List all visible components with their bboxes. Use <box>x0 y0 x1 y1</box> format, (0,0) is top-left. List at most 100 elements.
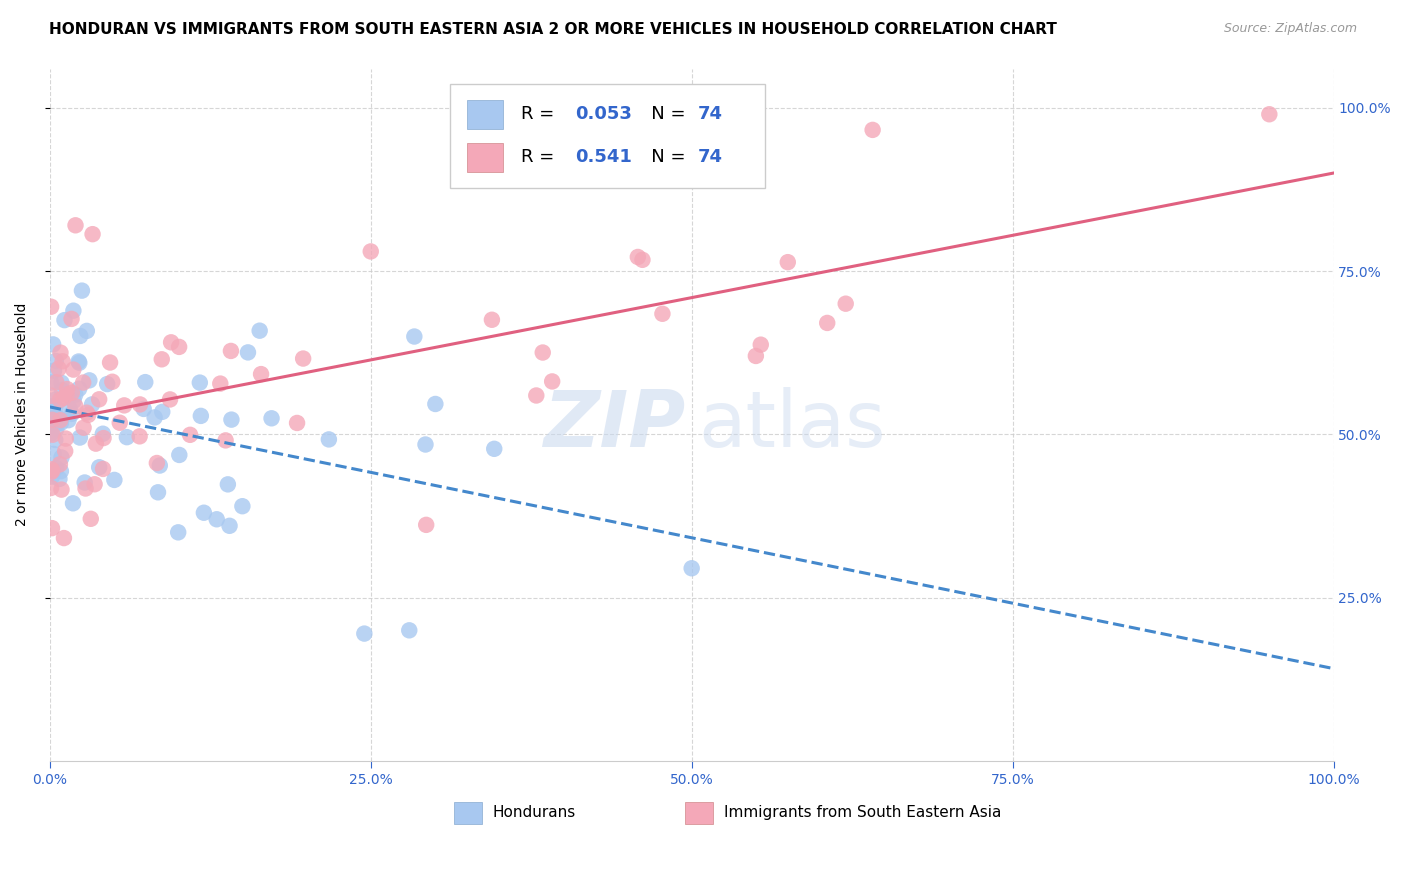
Text: HONDURAN VS IMMIGRANTS FROM SOUTH EASTERN ASIA 2 OR MORE VEHICLES IN HOUSEHOLD C: HONDURAN VS IMMIGRANTS FROM SOUTH EASTER… <box>49 22 1057 37</box>
Point <box>79 373 101 387</box>
Text: N =: N = <box>634 148 692 166</box>
Point <box>524 388 547 402</box>
Point <box>651 307 673 321</box>
FancyBboxPatch shape <box>467 100 503 128</box>
Point <box>209 376 232 391</box>
Point <box>101 375 124 389</box>
Point <box>67 354 90 368</box>
Text: Immigrants from South Eastern Asia: Immigrants from South Eastern Asia <box>724 805 1001 821</box>
Point <box>214 434 236 448</box>
Point <box>103 473 125 487</box>
Point <box>250 367 273 381</box>
Point <box>39 462 62 476</box>
Point <box>65 219 87 233</box>
Point <box>51 376 73 390</box>
Point <box>425 397 447 411</box>
Text: Hondurans: Hondurans <box>492 805 576 821</box>
Point <box>62 496 84 510</box>
Point <box>631 252 654 267</box>
Point <box>541 375 564 389</box>
Point <box>96 377 118 392</box>
Point <box>67 356 90 370</box>
Text: 74: 74 <box>699 148 723 166</box>
Point <box>53 313 76 327</box>
Point <box>48 472 70 486</box>
Point <box>815 316 838 330</box>
Point <box>72 421 94 435</box>
Point <box>41 521 63 535</box>
Point <box>91 462 114 476</box>
Point <box>134 375 156 389</box>
Point <box>49 413 72 427</box>
Point <box>46 417 69 431</box>
Point <box>52 391 75 405</box>
Point <box>108 416 131 430</box>
Point <box>41 427 63 442</box>
Point <box>132 401 155 416</box>
Point <box>169 448 191 462</box>
Point <box>115 430 138 444</box>
Point <box>39 481 62 495</box>
Point <box>89 392 111 407</box>
Y-axis label: 2 or more Vehicles in Household: 2 or more Vehicles in Household <box>15 303 30 526</box>
Point <box>231 499 253 513</box>
Point <box>42 364 65 378</box>
Point <box>42 447 65 461</box>
Point <box>65 399 87 413</box>
Point <box>53 444 76 458</box>
Point <box>179 427 201 442</box>
Point <box>221 412 243 426</box>
Point <box>42 337 65 351</box>
Point <box>404 329 426 343</box>
Point <box>318 433 340 447</box>
Point <box>60 312 83 326</box>
Point <box>205 512 228 526</box>
Point <box>72 376 94 390</box>
Point <box>627 250 650 264</box>
Point <box>862 123 884 137</box>
Point <box>481 312 503 326</box>
Point <box>67 382 90 396</box>
Point <box>128 429 150 443</box>
Point <box>398 624 420 638</box>
Text: R =: R = <box>522 105 560 123</box>
Point <box>749 337 772 351</box>
Point <box>60 385 83 400</box>
Point <box>39 426 62 441</box>
Point <box>56 382 79 396</box>
Point <box>167 340 190 354</box>
Point <box>48 361 70 376</box>
Point <box>159 392 181 407</box>
Point <box>41 400 63 414</box>
Point <box>129 397 152 411</box>
Point <box>167 525 190 540</box>
Point <box>150 405 173 419</box>
Point <box>49 416 72 430</box>
Point <box>60 407 83 421</box>
Point <box>531 345 554 359</box>
Point <box>44 433 66 447</box>
Point <box>55 387 77 401</box>
Point <box>45 375 67 389</box>
Point <box>44 392 66 407</box>
FancyBboxPatch shape <box>454 802 482 824</box>
Point <box>44 400 66 414</box>
Point <box>285 416 308 430</box>
Point <box>77 408 100 422</box>
Point <box>70 284 93 298</box>
Point <box>76 406 98 420</box>
Point <box>193 506 215 520</box>
Text: ZIP: ZIP <box>543 387 685 463</box>
Point <box>93 431 115 445</box>
Point <box>49 464 72 478</box>
Point <box>62 393 84 408</box>
Point <box>415 517 437 532</box>
Text: R =: R = <box>522 148 560 166</box>
Point <box>49 392 72 407</box>
Point <box>415 437 437 451</box>
FancyBboxPatch shape <box>450 84 765 187</box>
Text: 0.053: 0.053 <box>575 105 631 123</box>
Point <box>80 512 103 526</box>
Point <box>39 465 62 479</box>
Text: 0.541: 0.541 <box>575 148 631 166</box>
